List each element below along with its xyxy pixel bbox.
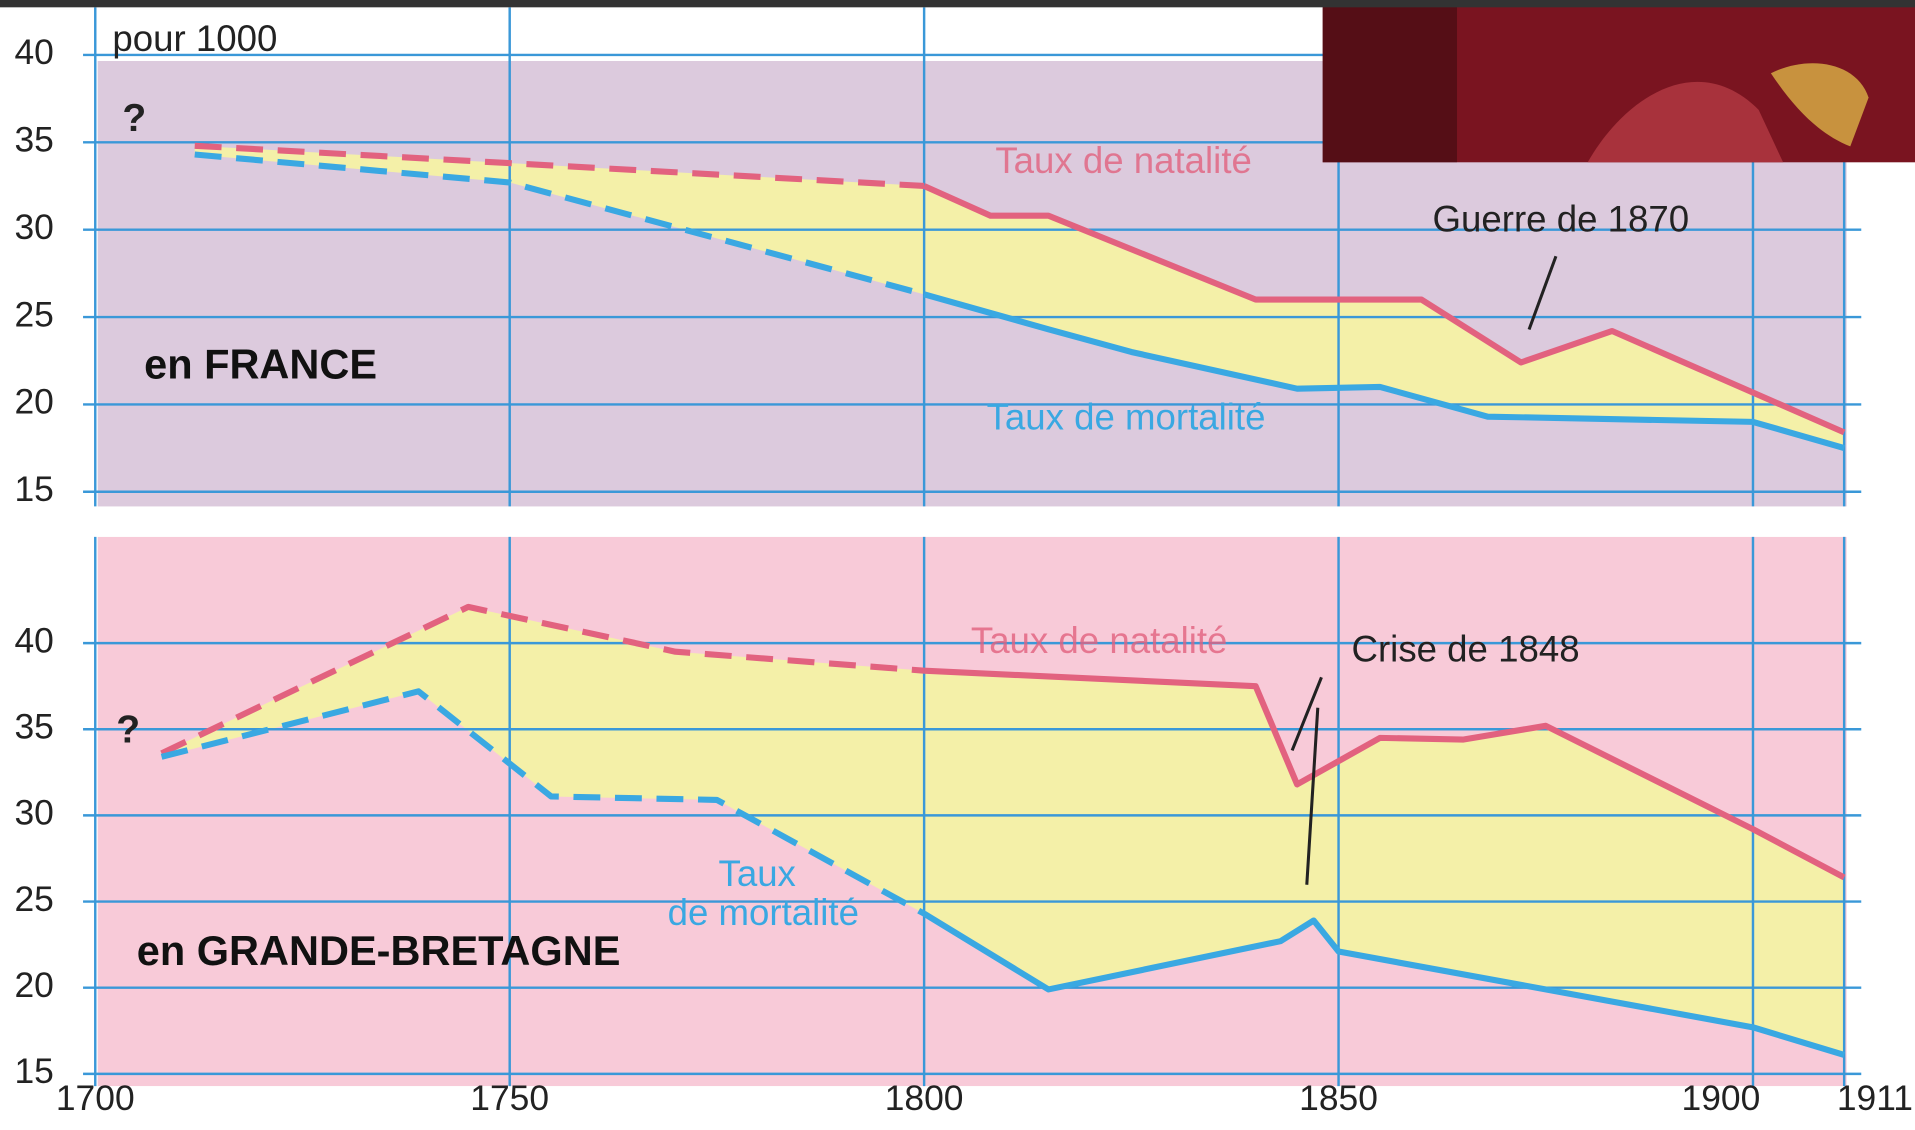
series-label: de mortalité	[668, 892, 859, 933]
y-tick-label: 40	[15, 32, 54, 72]
y-tick-label: 15	[15, 1051, 54, 1091]
y-tick-label: 25	[15, 879, 54, 919]
question-mark: ?	[122, 97, 146, 140]
y-tick-label: 25	[15, 294, 54, 334]
y-tick-label: 35	[15, 707, 54, 747]
top-strip	[0, 0, 1915, 7]
question-mark: ?	[116, 709, 140, 752]
x-tick-label: 1800	[885, 1078, 964, 1118]
region-label: en GRANDE-BRETAGNE	[137, 927, 621, 974]
series-label: Taux de mortalité	[987, 396, 1266, 437]
x-tick-label: 1750	[470, 1078, 549, 1118]
event-label: Crise de 1848	[1352, 628, 1580, 669]
y-tick-label: 40	[15, 620, 54, 660]
y-tick-label: 20	[15, 965, 54, 1005]
page: 15 20 25 30 35 40 pour 1000? en FRANCE Taux de n…	[0, 0, 1915, 1130]
series-label: Taux	[719, 853, 796, 894]
event-label: Guerre de 1870	[1433, 199, 1690, 240]
series-label: Taux de natalité	[971, 620, 1228, 661]
y-tick-label: 35	[15, 120, 54, 160]
y-tick-label: 15	[15, 469, 54, 509]
x-tick-label: 1911	[1837, 1078, 1913, 1118]
x-tick-label: 1700	[56, 1078, 135, 1118]
x-tick-label: 1850	[1299, 1078, 1378, 1118]
chart: 15 20 25 30 35 40 pour 1000? en FRANCE Taux de n…	[0, 0, 1915, 1130]
y-tick-label: 30	[15, 207, 54, 247]
series-label: Taux de natalité	[995, 140, 1252, 181]
y-tick-label: 20	[15, 382, 54, 422]
x-tick-label: 1900	[1682, 1078, 1761, 1118]
y-tick-label: 30	[15, 793, 54, 833]
unit-label: pour 1000	[112, 18, 277, 59]
painting-dark	[1323, 0, 1457, 162]
region-label: en FRANCE	[144, 340, 377, 387]
